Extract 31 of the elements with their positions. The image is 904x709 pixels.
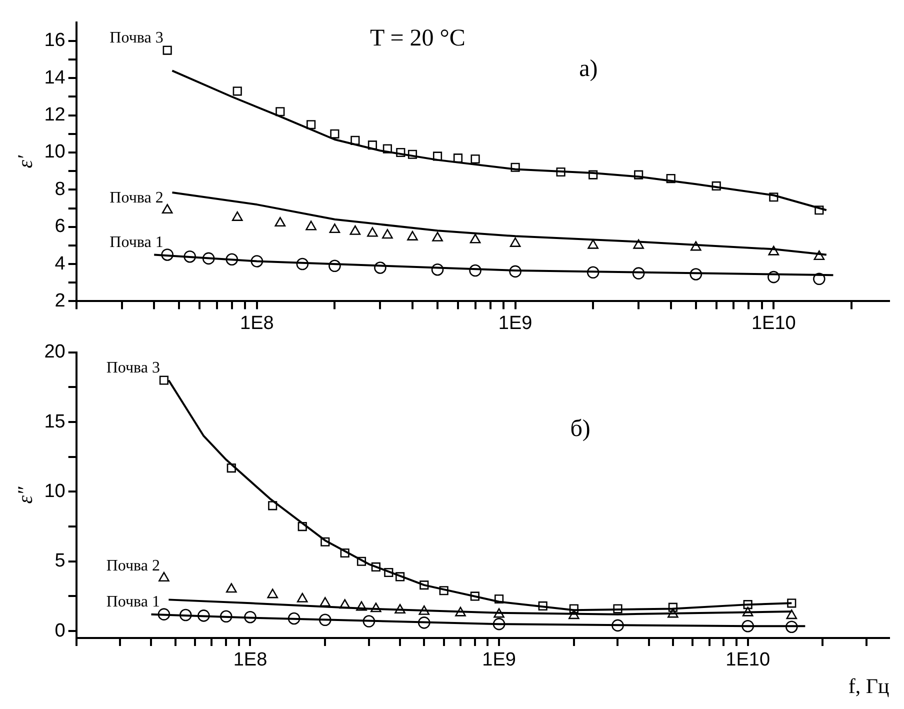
x-tick-label: 1E8 — [233, 650, 268, 671]
series-label: Почва 3 — [106, 359, 160, 376]
y-tick-label: 4 — [54, 253, 66, 274]
y-tick-label: 5 — [54, 550, 66, 572]
y-tick-label: 15 — [44, 411, 66, 432]
series-label: Почва 3 — [110, 29, 164, 46]
y-tick-label: 16 — [44, 30, 66, 52]
annotation: а) — [579, 56, 598, 82]
y-tick-label: 20 — [44, 342, 66, 363]
annotation: T = 20 °C — [370, 25, 466, 52]
y-tick-label: 12 — [44, 104, 66, 126]
x-tick-label: 1E10 — [751, 312, 796, 334]
series-label: Почва 1 — [106, 594, 160, 611]
y-tick-label: 14 — [44, 67, 66, 88]
y-tick-label: 2 — [54, 290, 66, 312]
y-tick-label: 0 — [54, 620, 66, 642]
y-tick-label: 10 — [44, 142, 66, 163]
series-label: Почва 2 — [110, 189, 164, 206]
annotation: б) — [570, 416, 590, 442]
y-tick-label: 8 — [54, 178, 66, 200]
y-axis-title: ε′ — [13, 154, 38, 168]
series-label: Почва 2 — [106, 557, 160, 574]
x-tick-label: 1E9 — [482, 650, 516, 671]
x-tick-label: 1E8 — [240, 312, 274, 334]
x-tick-label: 1E9 — [498, 312, 532, 334]
x-axis-title: f, Гц — [848, 674, 890, 698]
y-axis-title: ε″ — [13, 486, 38, 504]
series-label: Почва 1 — [110, 234, 164, 251]
x-tick-label: 1E10 — [726, 650, 770, 671]
y-tick-label: 6 — [54, 216, 66, 238]
y-tick-label: 10 — [44, 480, 66, 502]
